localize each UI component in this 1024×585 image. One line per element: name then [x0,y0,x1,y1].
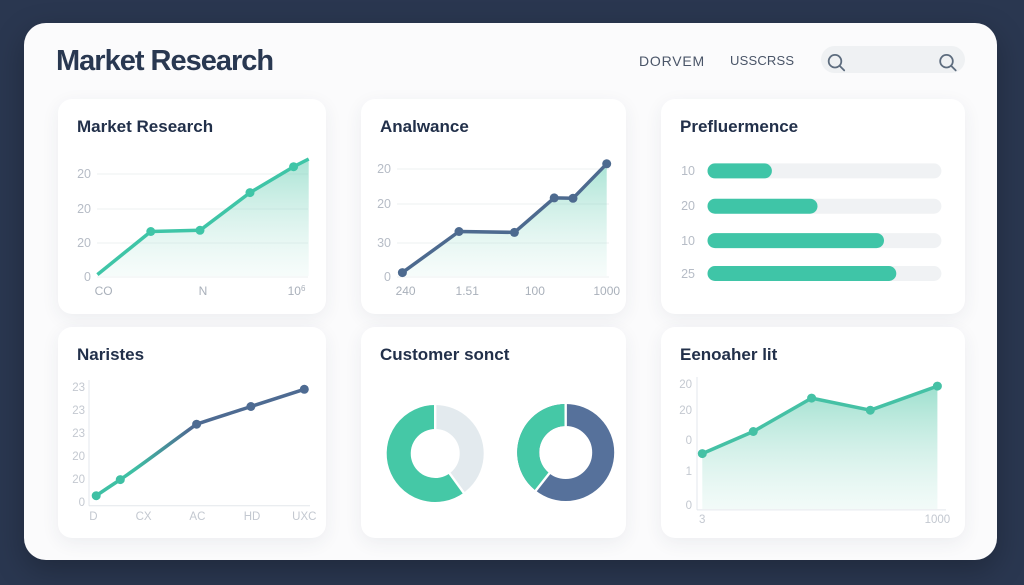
svg-text:20: 20 [377,197,391,211]
svg-text:CX: CX [136,511,152,523]
svg-text:HD: HD [244,511,261,523]
svg-text:23: 23 [72,382,85,394]
svg-text:1000: 1000 [925,514,951,526]
svg-text:20: 20 [72,474,85,486]
svg-text:0: 0 [84,270,91,284]
svg-text:N: N [199,284,208,298]
svg-text:20: 20 [681,199,695,213]
svg-text:100: 100 [525,284,545,298]
svg-text:25: 25 [681,267,695,281]
svg-text:0: 0 [384,270,391,284]
svg-text:20: 20 [679,405,692,417]
svg-text:D: D [89,511,97,523]
svg-text:1: 1 [686,466,692,478]
svg-text:30: 30 [377,236,391,250]
svg-text:AC: AC [189,511,205,523]
svg-text:10: 10 [681,234,695,248]
svg-text:106: 106 [288,284,306,298]
svg-text:1000: 1000 [593,284,620,298]
svg-text:23: 23 [72,405,85,417]
svg-text:CO: CO [95,284,113,298]
svg-text:20: 20 [679,379,692,391]
svg-text:0: 0 [79,497,85,509]
svg-text:240: 240 [396,284,416,298]
svg-text:20: 20 [77,202,91,216]
svg-text:20: 20 [77,236,91,250]
svg-text:23: 23 [72,428,85,440]
svg-text:0: 0 [686,500,692,512]
svg-text:0: 0 [686,435,692,447]
svg-text:20: 20 [77,167,91,181]
svg-text:20: 20 [377,162,391,176]
svg-text:1.51: 1.51 [456,284,480,298]
svg-text:UXC: UXC [292,511,316,523]
svg-text:20: 20 [72,451,85,463]
svg-text:3: 3 [699,514,705,526]
svg-text:10: 10 [681,164,695,178]
